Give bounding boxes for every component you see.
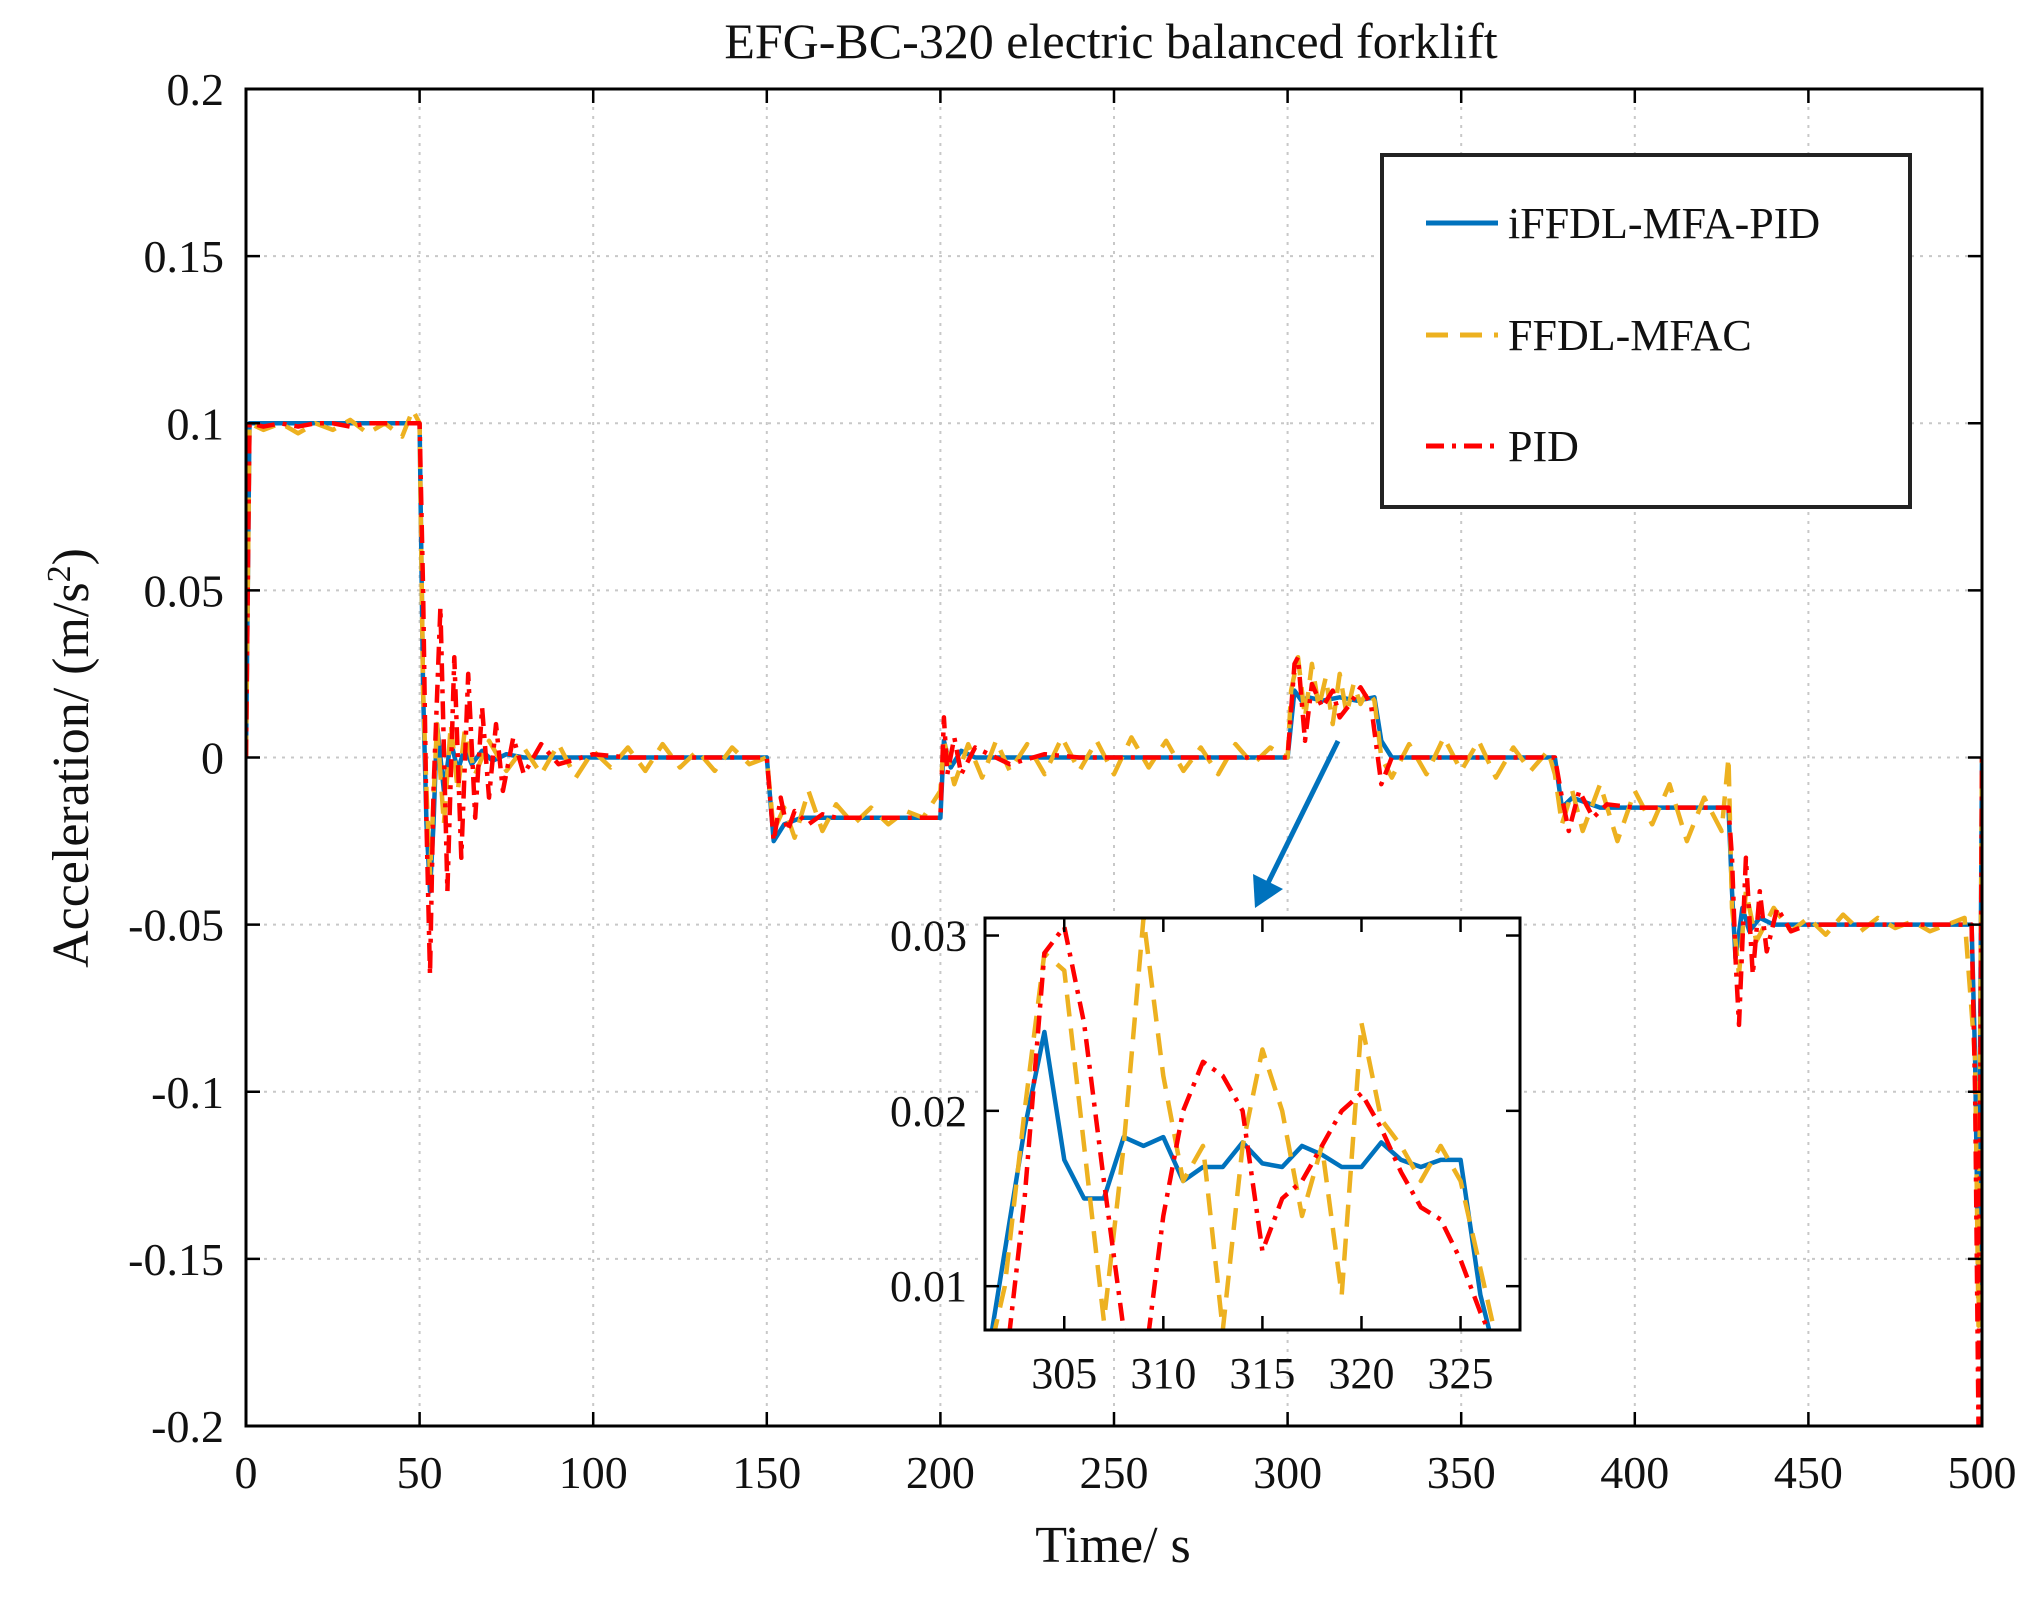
y-tick-label: 0.05	[144, 565, 225, 616]
x-tick-label: 300	[1253, 1447, 1322, 1498]
y-tick-label: 0	[201, 733, 224, 784]
x-tick-label: 250	[1080, 1447, 1149, 1498]
x-tick-label: 50	[397, 1447, 443, 1498]
y-tick-label: -0.15	[128, 1234, 224, 1285]
x-tick-labels: 0 50 100 150 200 250 300 350 400 450 500	[235, 1447, 2017, 1498]
y-axis-label-superscript: 2	[41, 565, 78, 582]
x-tick-label: 310	[1130, 1349, 1196, 1398]
series-line-ffdl-mfac	[246, 407, 1982, 1328]
inset-background	[985, 918, 1520, 1330]
y-tick-label: 0.15	[144, 231, 225, 282]
y-tick-labels: 0.2 0.15 0.1 0.05 0 -0.05 -0.1 -0.15 -0.2	[128, 64, 224, 1452]
x-tick-label: 100	[559, 1447, 628, 1498]
y-axis-label: Acceleration/ (m/s2)	[41, 548, 100, 968]
main-series-lines	[246, 407, 1982, 1426]
series-line-pid	[246, 421, 1982, 1426]
legend-label-iffdl: iFFDL-MFA-PID	[1508, 199, 1820, 248]
y-tick-label: 0.2	[167, 64, 225, 115]
x-tick-label: 150	[732, 1447, 801, 1498]
x-tick-label: 315	[1229, 1349, 1295, 1398]
series-line-ffdl-mfac	[992, 918, 1497, 1330]
y-tick-label: 0.03	[890, 912, 967, 961]
x-tick-label: 400	[1600, 1447, 1669, 1498]
x-tick-label: 350	[1427, 1447, 1496, 1498]
inset-frame	[983, 916, 1522, 1332]
y-axis-label-main: Acceleration/ (m/s	[43, 582, 100, 968]
x-tick-label: 305	[1031, 1349, 1097, 1398]
x-tick-label: 320	[1328, 1349, 1394, 1398]
x-tick-label: 200	[906, 1447, 975, 1498]
y-tick-label: 0.1	[167, 398, 225, 449]
y-axis-label-close: )	[43, 548, 100, 565]
legend: iFFDL-MFA-PID FFDL-MFAC PID	[1380, 153, 1912, 509]
y-tick-label: -0.1	[151, 1067, 224, 1118]
zoom-callout-arrow	[1253, 739, 1341, 908]
y-tick-label: 0.02	[890, 1087, 967, 1136]
inset-x-tick-labels: 305 310 315 320 325	[1031, 1349, 1493, 1398]
legend-label-ffdl: FFDL-MFAC	[1508, 311, 1752, 360]
x-tick-label: 500	[1948, 1447, 2017, 1498]
x-tick-label: 325	[1428, 1349, 1494, 1398]
inset-y-tick-labels: 0.01 0.02 0.03	[890, 912, 967, 1312]
x-axis-label: Time/ s	[1035, 1517, 1191, 1574]
main-plot-frame	[244, 87, 1984, 1428]
inset-series-lines	[989, 918, 1497, 1330]
x-tick-label: 0	[235, 1447, 258, 1498]
y-tick-label: -0.2	[151, 1401, 224, 1452]
series-line-pid	[1007, 924, 1491, 1330]
inset-ticks	[985, 918, 1520, 1330]
chart-title: EFG-BC-320 electric balanced forklift	[724, 13, 1497, 69]
legend-label-pid: PID	[1508, 422, 1579, 471]
y-tick-label: 0.01	[890, 1262, 967, 1311]
y-tick-label: -0.05	[128, 900, 224, 951]
x-tick-label: 450	[1774, 1447, 1843, 1498]
